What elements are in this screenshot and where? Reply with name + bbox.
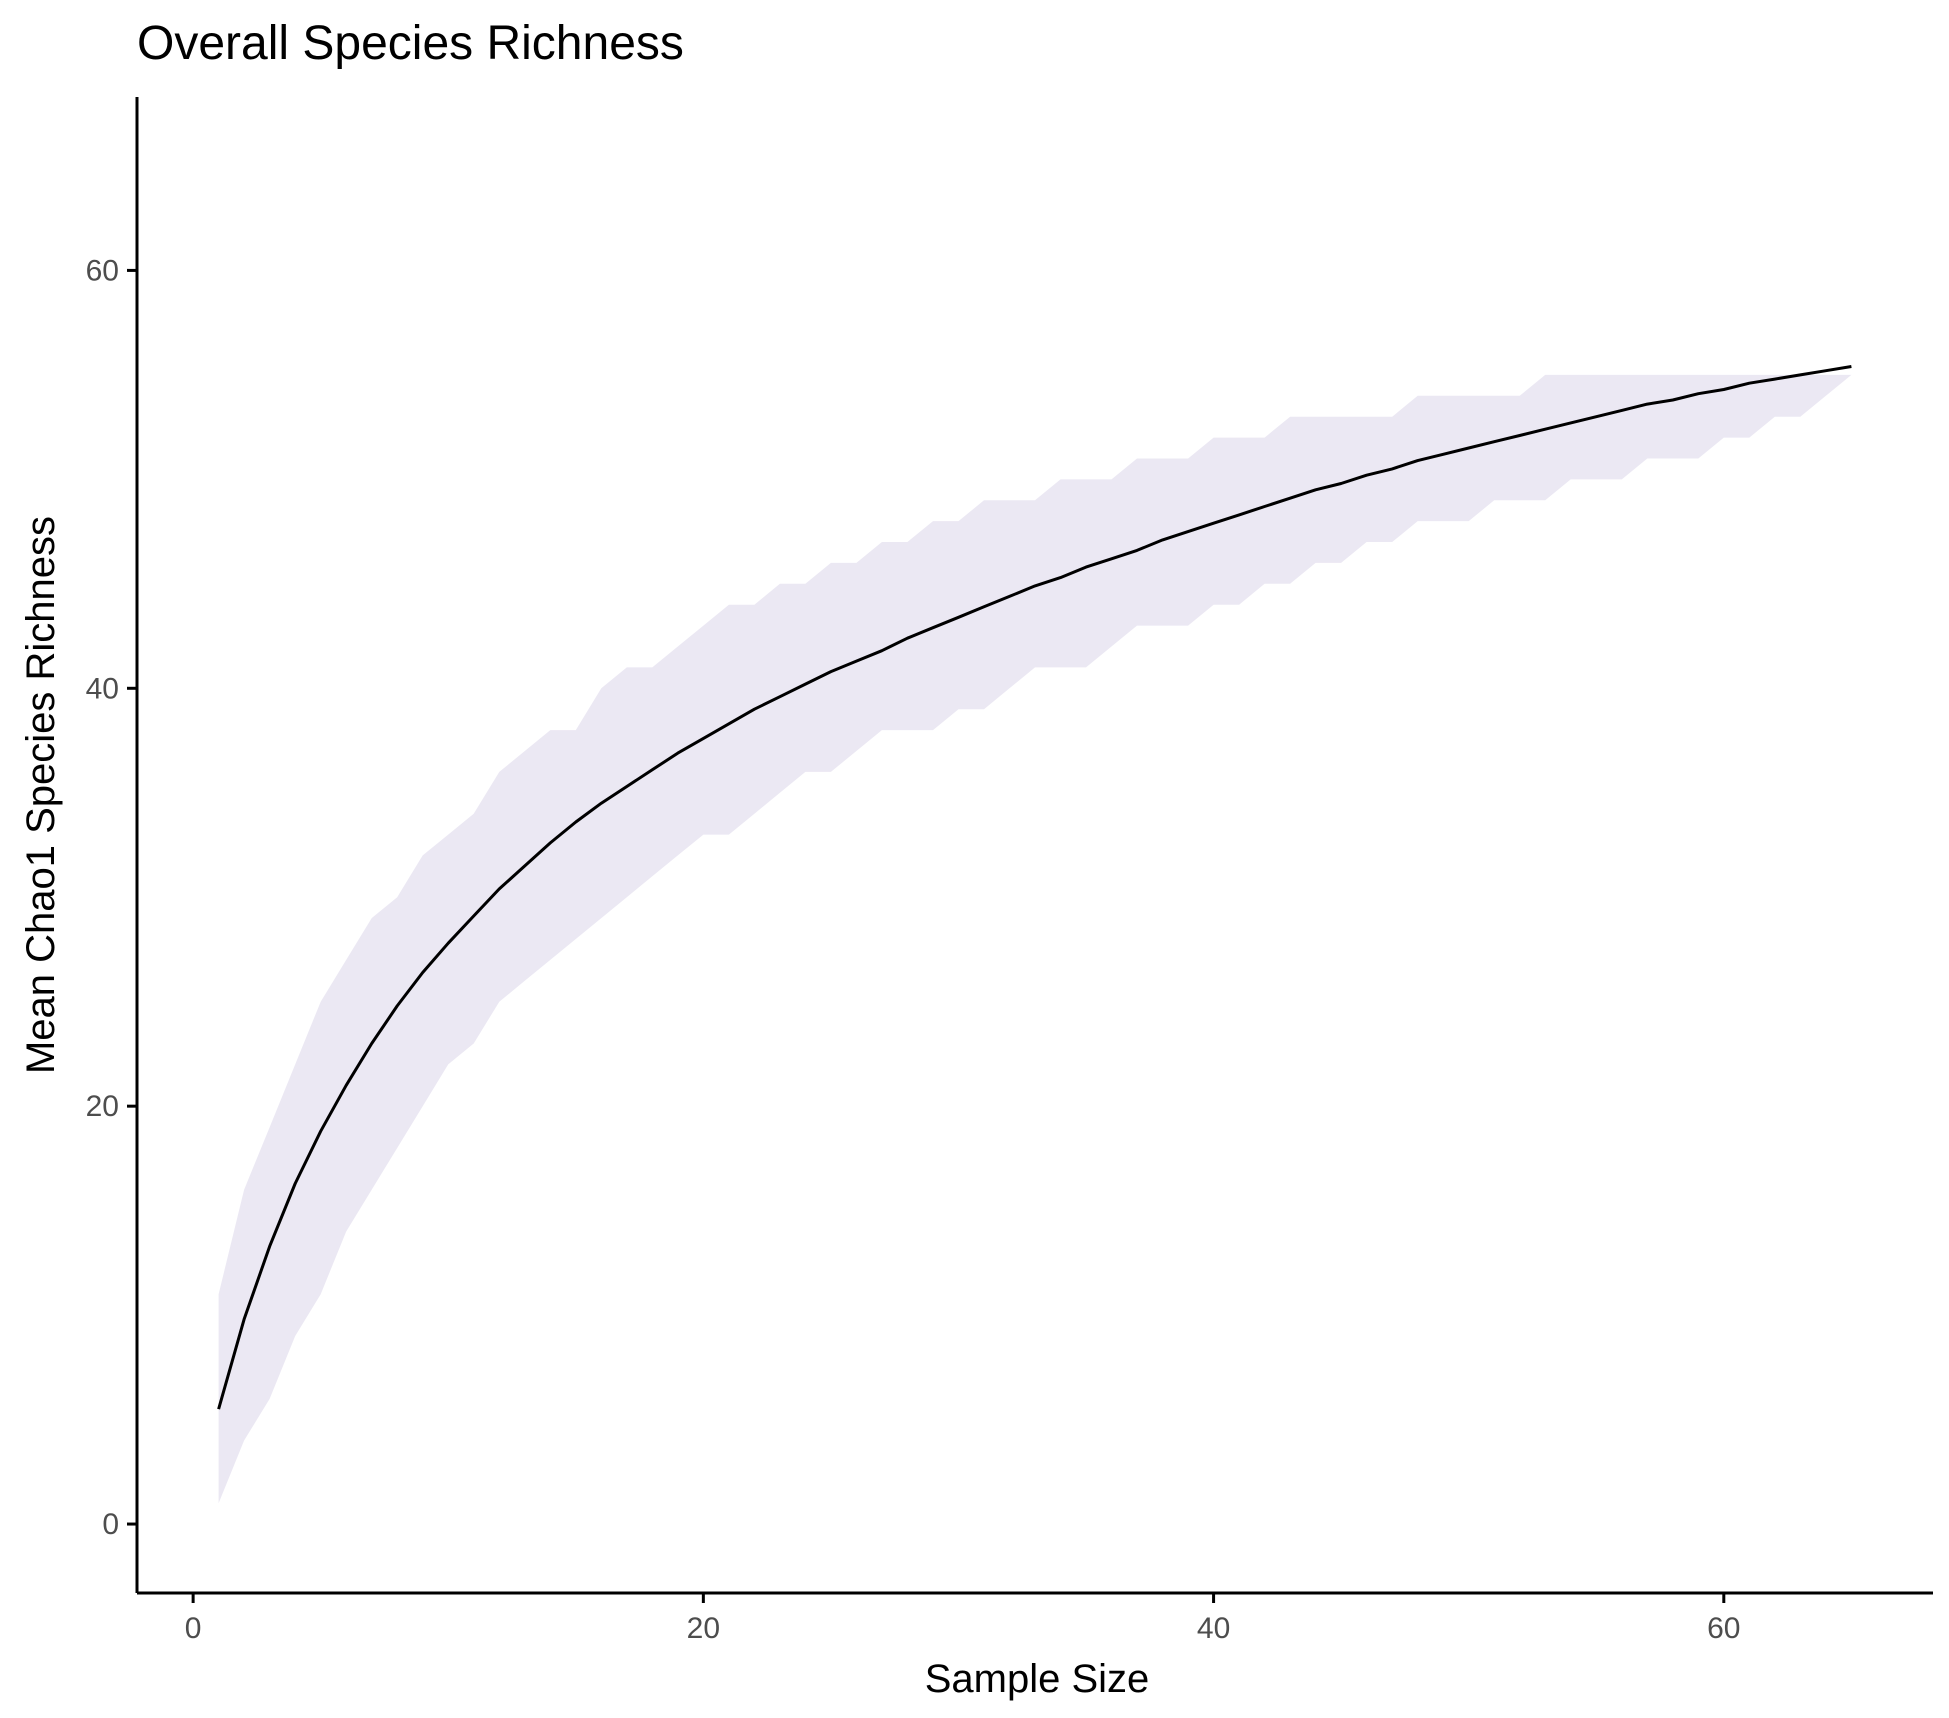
confidence-ribbon: [218, 374, 1852, 1504]
mean-line: [217, 365, 1852, 1410]
plot-area: 0 20 40 60 0 20 40 60: [86, 97, 1933, 1645]
y-axis-title: Mean Chao1 Species Richness: [19, 516, 63, 1074]
x-axis-title: Sample Size: [925, 1657, 1150, 1701]
y-tick-label: 0: [102, 1508, 119, 1541]
y-tick-label: 60: [86, 254, 119, 287]
y-tick-label: 40: [86, 672, 119, 705]
x-tick-label: 60: [1707, 1612, 1740, 1645]
x-tick-label: 40: [1197, 1612, 1230, 1645]
chart-title: Overall Species Richness: [137, 17, 684, 70]
x-tick-label: 20: [687, 1612, 720, 1645]
x-tick-label: 0: [185, 1612, 202, 1645]
y-tick-label: 20: [86, 1090, 119, 1123]
